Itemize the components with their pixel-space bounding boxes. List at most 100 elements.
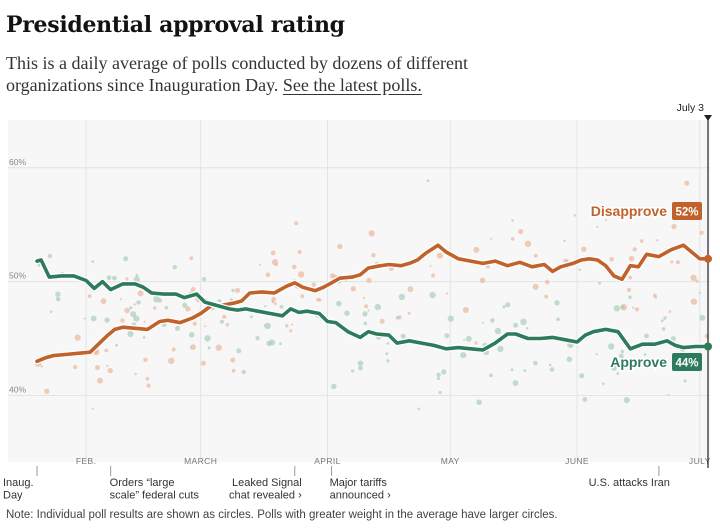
poll-circle [363, 321, 368, 326]
poll-circle [130, 311, 137, 318]
poll-circle [107, 368, 113, 374]
poll-circle [190, 286, 196, 292]
poll-circle [595, 353, 598, 356]
poll-circle [632, 247, 637, 252]
poll-circle [512, 380, 519, 386]
poll-circle [523, 369, 527, 373]
poll-circle [350, 286, 356, 292]
poll-circle [106, 275, 112, 281]
poll-circle [556, 317, 560, 321]
chart-note: Note: Individual poll results are shown … [6, 509, 558, 521]
poll-circle [97, 377, 103, 384]
poll-circle [438, 390, 442, 395]
poll-circle [533, 253, 538, 258]
poll-circle [135, 273, 139, 277]
poll-circle [344, 310, 350, 316]
poll-circle [134, 372, 137, 376]
poll-circle [544, 279, 550, 285]
poll-circle [518, 229, 524, 235]
poll-circle [668, 310, 672, 313]
poll-circle [465, 335, 472, 342]
poll-circle [44, 388, 50, 394]
poll-circle [699, 314, 706, 321]
poll-circle [188, 332, 195, 338]
poll-circle [533, 360, 538, 366]
poll-circle [407, 286, 414, 293]
poll-circle [609, 257, 614, 262]
poll-circle [627, 287, 632, 293]
x-tick-label: MAY [441, 456, 460, 466]
disapprove-label: Disapprove [591, 203, 667, 219]
x-tick-label: MARCH [184, 456, 217, 466]
poll-circle [271, 296, 276, 302]
poll-circle [259, 263, 262, 266]
poll-circle [386, 342, 390, 345]
poll-circle [549, 367, 555, 372]
poll-circle [175, 325, 180, 331]
poll-circle [386, 359, 390, 363]
poll-circle [436, 377, 440, 381]
x-tick-label: APRIL [314, 456, 341, 466]
poll-circle [104, 317, 110, 323]
current-date-triangle-icon [704, 115, 712, 121]
poll-circle [274, 302, 277, 305]
poll-circle [563, 258, 568, 263]
event-label: Orders “large [110, 477, 175, 489]
poll-circle [152, 306, 157, 310]
poll-circle [544, 294, 549, 299]
poll-circle [219, 319, 224, 324]
y-tick-label: 40% [9, 384, 26, 394]
event-annotation: Inaug.Day [3, 466, 38, 502]
event-label: Inaug. [3, 477, 34, 489]
poll-circle [623, 397, 630, 404]
poll-circle [274, 263, 278, 267]
poll-circle [300, 294, 305, 299]
poll-circle [628, 295, 632, 300]
poll-circle [436, 372, 441, 378]
poll-circle [37, 263, 41, 267]
poll-circle [143, 320, 146, 323]
poll-circle [168, 357, 175, 364]
poll-circle [675, 260, 680, 265]
poll-circle [171, 347, 176, 352]
poll-circle [241, 369, 246, 375]
poll-circle [204, 325, 207, 328]
page-title: Presidential approval rating [6, 12, 345, 38]
poll-circle [95, 365, 100, 371]
poll-circle [490, 237, 493, 240]
poll-circle [379, 318, 385, 324]
poll-circle [525, 327, 529, 330]
poll-circle [385, 352, 389, 356]
poll-circle [202, 277, 207, 282]
poll-circle [476, 399, 482, 406]
poll-circle [145, 376, 150, 381]
poll-circle [474, 341, 478, 345]
poll-circle [129, 306, 133, 310]
poll-circle [661, 327, 666, 331]
poll-circle [489, 373, 493, 378]
poll-circle [605, 219, 608, 222]
poll-circle [357, 360, 364, 367]
poll-circle [417, 407, 421, 411]
poll-circle [511, 219, 514, 222]
poll-circle [270, 250, 276, 256]
poll-circle [104, 348, 109, 353]
poll-circle [294, 221, 299, 226]
poll-circle [119, 298, 122, 301]
event-label: U.S. attacks Iran [589, 477, 670, 489]
poll-circle [618, 353, 624, 359]
event-label: Major tariffs [330, 477, 388, 489]
poll-circle [505, 302, 511, 308]
poll-circle [620, 349, 625, 354]
poll-circle [628, 255, 635, 262]
poll-circle [400, 333, 406, 339]
poll-circle [368, 230, 375, 237]
latest-polls-link[interactable]: See the latest polls. [282, 75, 422, 95]
poll-circle [698, 291, 701, 294]
poll-circle [596, 225, 599, 228]
poll-circle [447, 315, 454, 322]
poll-circle [643, 353, 647, 356]
